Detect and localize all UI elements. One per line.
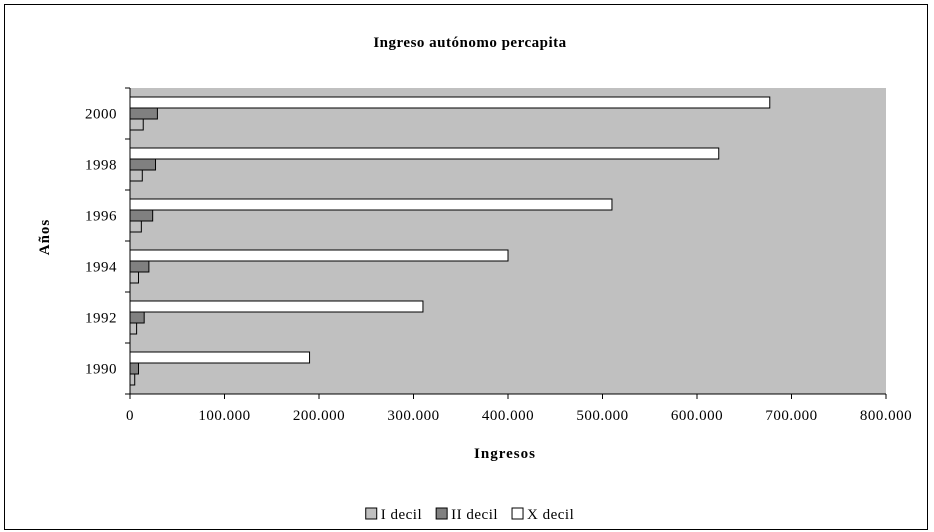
y-tick-label: 1998	[85, 158, 117, 174]
axes-layer	[125, 87, 887, 399]
y-tick-label: 1992	[85, 311, 117, 327]
legend-label: I decil	[381, 507, 422, 523]
y-tick-label: 2000	[85, 107, 117, 123]
x-tick-label: 800.000	[860, 408, 912, 424]
x-axis-title: Ingresos	[474, 446, 536, 462]
y-tick-label: 1994	[85, 260, 117, 276]
bar-ii-decil-1994	[129, 260, 150, 273]
bar-i-decil-1998	[129, 169, 143, 182]
bar-x-decil-1998	[129, 147, 720, 160]
legend-swatch-ii-decil	[435, 507, 448, 520]
chart-title: Ingreso autónomo percapita	[373, 35, 566, 51]
y-axis-title: Años	[37, 219, 53, 256]
legend-label: II decil	[451, 507, 498, 523]
x-tick-label: 200.000	[293, 408, 345, 424]
x-tick-label: 100.000	[198, 408, 250, 424]
bar-x-decil-1992	[129, 300, 424, 313]
bars-layer	[129, 96, 771, 386]
x-tick-label: 300.000	[387, 408, 439, 424]
x-tick-label: 400.000	[482, 408, 534, 424]
bar-x-decil-1994	[129, 249, 509, 262]
legend-swatch-x-decil	[511, 507, 524, 520]
legend-swatch-i-decil	[365, 507, 378, 520]
bar-i-decil-1992	[129, 322, 138, 335]
x-tick-label: 600.000	[671, 408, 723, 424]
bar-x-decil-1996	[129, 198, 613, 211]
y-tick-label: 1990	[85, 362, 117, 378]
x-tick-label: 700.000	[765, 408, 817, 424]
bar-ii-decil-1998	[129, 158, 157, 171]
bar-ii-decil-1990	[129, 362, 140, 375]
bar-x-decil-1990	[129, 351, 311, 364]
plot-area	[130, 88, 886, 394]
legend: I decil II decil X decil	[365, 507, 574, 523]
x-tick-label: 500.000	[576, 408, 628, 424]
bar-i-decil-2000	[129, 118, 144, 131]
x-tick-label: 0	[126, 408, 134, 424]
bar-ii-decil-2000	[129, 107, 158, 120]
legend-label: X decil	[527, 507, 574, 523]
y-tick-label: 1996	[85, 209, 117, 225]
ticks-layer: 1990 1992 1994 1996 1998 2000 0 100.000 200.000 3…	[85, 107, 912, 425]
bar-i-decil-1990	[129, 373, 136, 386]
bar-i-decil-1994	[129, 271, 140, 284]
bar-x-decil-2000	[129, 96, 771, 109]
bar-ii-decil-1992	[129, 311, 145, 324]
bar-ii-decil-1996	[129, 209, 154, 222]
bar-i-decil-1996	[129, 220, 142, 233]
